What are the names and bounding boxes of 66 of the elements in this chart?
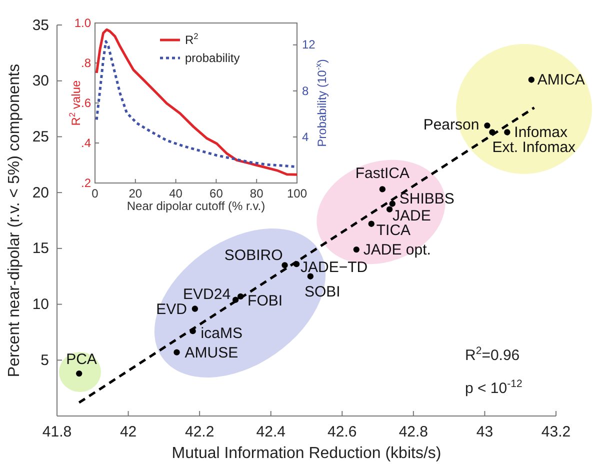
point — [353, 246, 360, 253]
point — [379, 186, 386, 192]
y-tick-label: .2 — [80, 176, 92, 190]
annotation: icaMS — [200, 325, 242, 342]
annotation: AMICA — [537, 72, 585, 89]
annotation: EVD — [156, 300, 188, 318]
point — [504, 129, 510, 136]
annotation: PCA — [66, 351, 97, 368]
legend-label: R$^{2}$ — [185, 31, 199, 47]
x-axis-title: Near dipolar cutoff (% r.v.) — [126, 199, 266, 213]
annotation: FastICA — [355, 165, 410, 182]
point — [192, 306, 198, 312]
y2-tick-label: 4 — [302, 130, 309, 144]
legend-label: probability — [185, 51, 240, 65]
y-tick-label: .6 — [80, 96, 92, 110]
x-tick-label: 43 — [476, 424, 494, 441]
annotation: EVD24 — [183, 286, 231, 303]
point — [174, 349, 180, 356]
annotation: p < 10$^{-12}$ — [465, 378, 522, 397]
x-tick-label: 42.4 — [256, 424, 286, 441]
x-tick-label: 42 — [120, 424, 137, 441]
y-tick-label: 30 — [32, 72, 49, 90]
annotation: SHIBBS — [399, 190, 454, 208]
point — [307, 273, 314, 280]
annotation: SOBI — [304, 283, 340, 300]
x-tick-label: 42.6 — [328, 424, 357, 441]
y-tick-label: 15 — [32, 240, 49, 258]
x-tick-label: 43.2 — [541, 424, 571, 441]
annotation: JADE — [392, 207, 431, 224]
y-axis-title: Percent near-dipolar (r.v. < 5%) components — [6, 64, 23, 378]
point — [282, 262, 288, 268]
y-tick-label: 25 — [32, 128, 49, 146]
x-tick-label: 42.2 — [184, 424, 214, 441]
annotation: FOBI — [248, 292, 283, 310]
x-tick-label: 42.8 — [398, 424, 428, 441]
y-tick-label: 10 — [32, 296, 49, 314]
annotation: Ext. Infomax — [492, 139, 576, 156]
x-tick-label: 60 — [210, 186, 224, 201]
y2-tick-label: 12 — [302, 38, 316, 52]
y-tick-label: 35 — [32, 16, 49, 34]
annotation: R$^{2}$=0.96 — [465, 345, 520, 364]
x-tick-label: 20 — [128, 186, 142, 201]
x-tick-label: 80 — [250, 186, 264, 201]
annotation: Infomax — [514, 124, 568, 142]
annotation: Pearson — [423, 116, 480, 134]
y2-tick-label: 8 — [302, 84, 309, 98]
annotation: TICA — [376, 222, 411, 239]
x-tick-label: 40 — [169, 186, 183, 201]
annotation: AMUSE — [184, 344, 238, 362]
y-tick-label: 5 — [40, 352, 49, 369]
annotation: JADE opt. — [363, 242, 431, 259]
point — [368, 220, 374, 227]
x-axis-title: Mutual Information Reduction (kbits/s) — [172, 445, 442, 462]
y-tick-label: .4 — [80, 136, 92, 150]
y-tick-label: 1.0 — [74, 16, 92, 30]
annotation: JADE−TD — [300, 259, 368, 276]
point — [386, 206, 393, 212]
x-tick-label: 100 — [286, 186, 308, 201]
point — [389, 200, 396, 207]
point — [76, 370, 82, 377]
x-tick-label: 0 — [92, 186, 99, 201]
point — [484, 122, 490, 129]
point — [528, 76, 534, 83]
y-tick-label: .8 — [80, 56, 92, 70]
annotation: SOBIRO — [224, 247, 283, 264]
x-tick-label: 41.8 — [42, 424, 72, 441]
